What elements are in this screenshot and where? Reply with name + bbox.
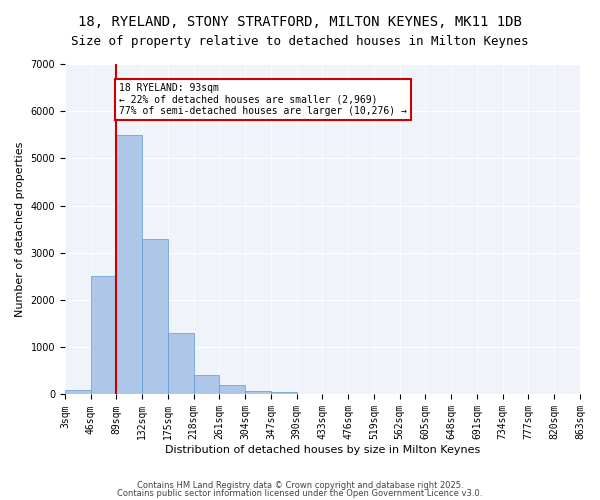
Text: Contains HM Land Registry data © Crown copyright and database right 2025.: Contains HM Land Registry data © Crown c…	[137, 481, 463, 490]
Bar	[142, 238, 168, 394]
Bar	[194, 374, 220, 394]
X-axis label: Distribution of detached houses by size in Milton Keynes: Distribution of detached houses by size …	[165, 445, 480, 455]
Bar	[245, 390, 271, 394]
Bar	[168, 333, 194, 394]
Bar	[116, 135, 142, 394]
Text: Contains public sector information licensed under the Open Government Licence v3: Contains public sector information licen…	[118, 488, 482, 498]
Bar	[65, 390, 91, 394]
Bar	[271, 392, 296, 394]
Y-axis label: Number of detached properties: Number of detached properties	[15, 142, 25, 317]
Text: 18 RYELAND: 93sqm
← 22% of detached houses are smaller (2,969)
77% of semi-detac: 18 RYELAND: 93sqm ← 22% of detached hous…	[119, 83, 407, 116]
Text: 18, RYELAND, STONY STRATFORD, MILTON KEYNES, MK11 1DB: 18, RYELAND, STONY STRATFORD, MILTON KEY…	[78, 15, 522, 29]
Text: Size of property relative to detached houses in Milton Keynes: Size of property relative to detached ho…	[71, 35, 529, 48]
Bar	[220, 385, 245, 394]
Bar	[91, 276, 116, 394]
